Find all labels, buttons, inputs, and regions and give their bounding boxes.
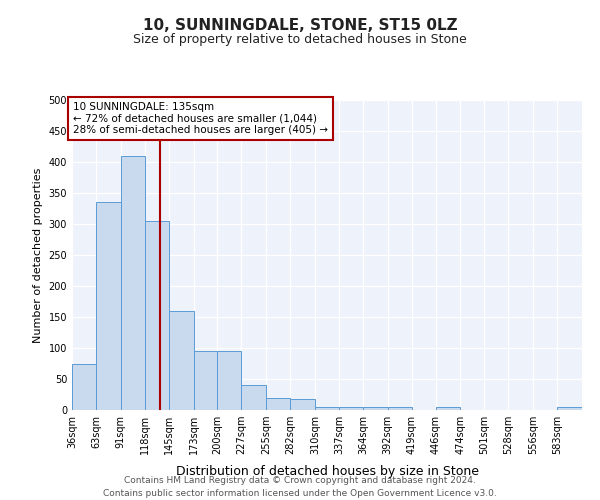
Y-axis label: Number of detached properties: Number of detached properties: [33, 168, 43, 342]
Bar: [169, 311, 194, 410]
Bar: [290, 399, 315, 410]
Bar: [557, 407, 582, 410]
Bar: [241, 385, 266, 410]
Bar: [266, 398, 290, 410]
X-axis label: Distribution of detached houses by size in Stone: Distribution of detached houses by size …: [176, 466, 479, 478]
Bar: [363, 407, 388, 410]
Text: Contains HM Land Registry data © Crown copyright and database right 2024.
Contai: Contains HM Land Registry data © Crown c…: [103, 476, 497, 498]
Bar: [217, 351, 241, 410]
Bar: [339, 407, 363, 410]
Bar: [315, 407, 339, 410]
Bar: [388, 407, 412, 410]
Bar: [96, 202, 121, 410]
Bar: [145, 221, 169, 410]
Text: 10, SUNNINGDALE, STONE, ST15 0LZ: 10, SUNNINGDALE, STONE, ST15 0LZ: [143, 18, 457, 32]
Bar: [194, 351, 217, 410]
Bar: [72, 364, 96, 410]
Bar: [436, 407, 460, 410]
Text: Size of property relative to detached houses in Stone: Size of property relative to detached ho…: [133, 32, 467, 46]
Text: 10 SUNNINGDALE: 135sqm
← 72% of detached houses are smaller (1,044)
28% of semi-: 10 SUNNINGDALE: 135sqm ← 72% of detached…: [73, 102, 328, 135]
Bar: [121, 156, 145, 410]
